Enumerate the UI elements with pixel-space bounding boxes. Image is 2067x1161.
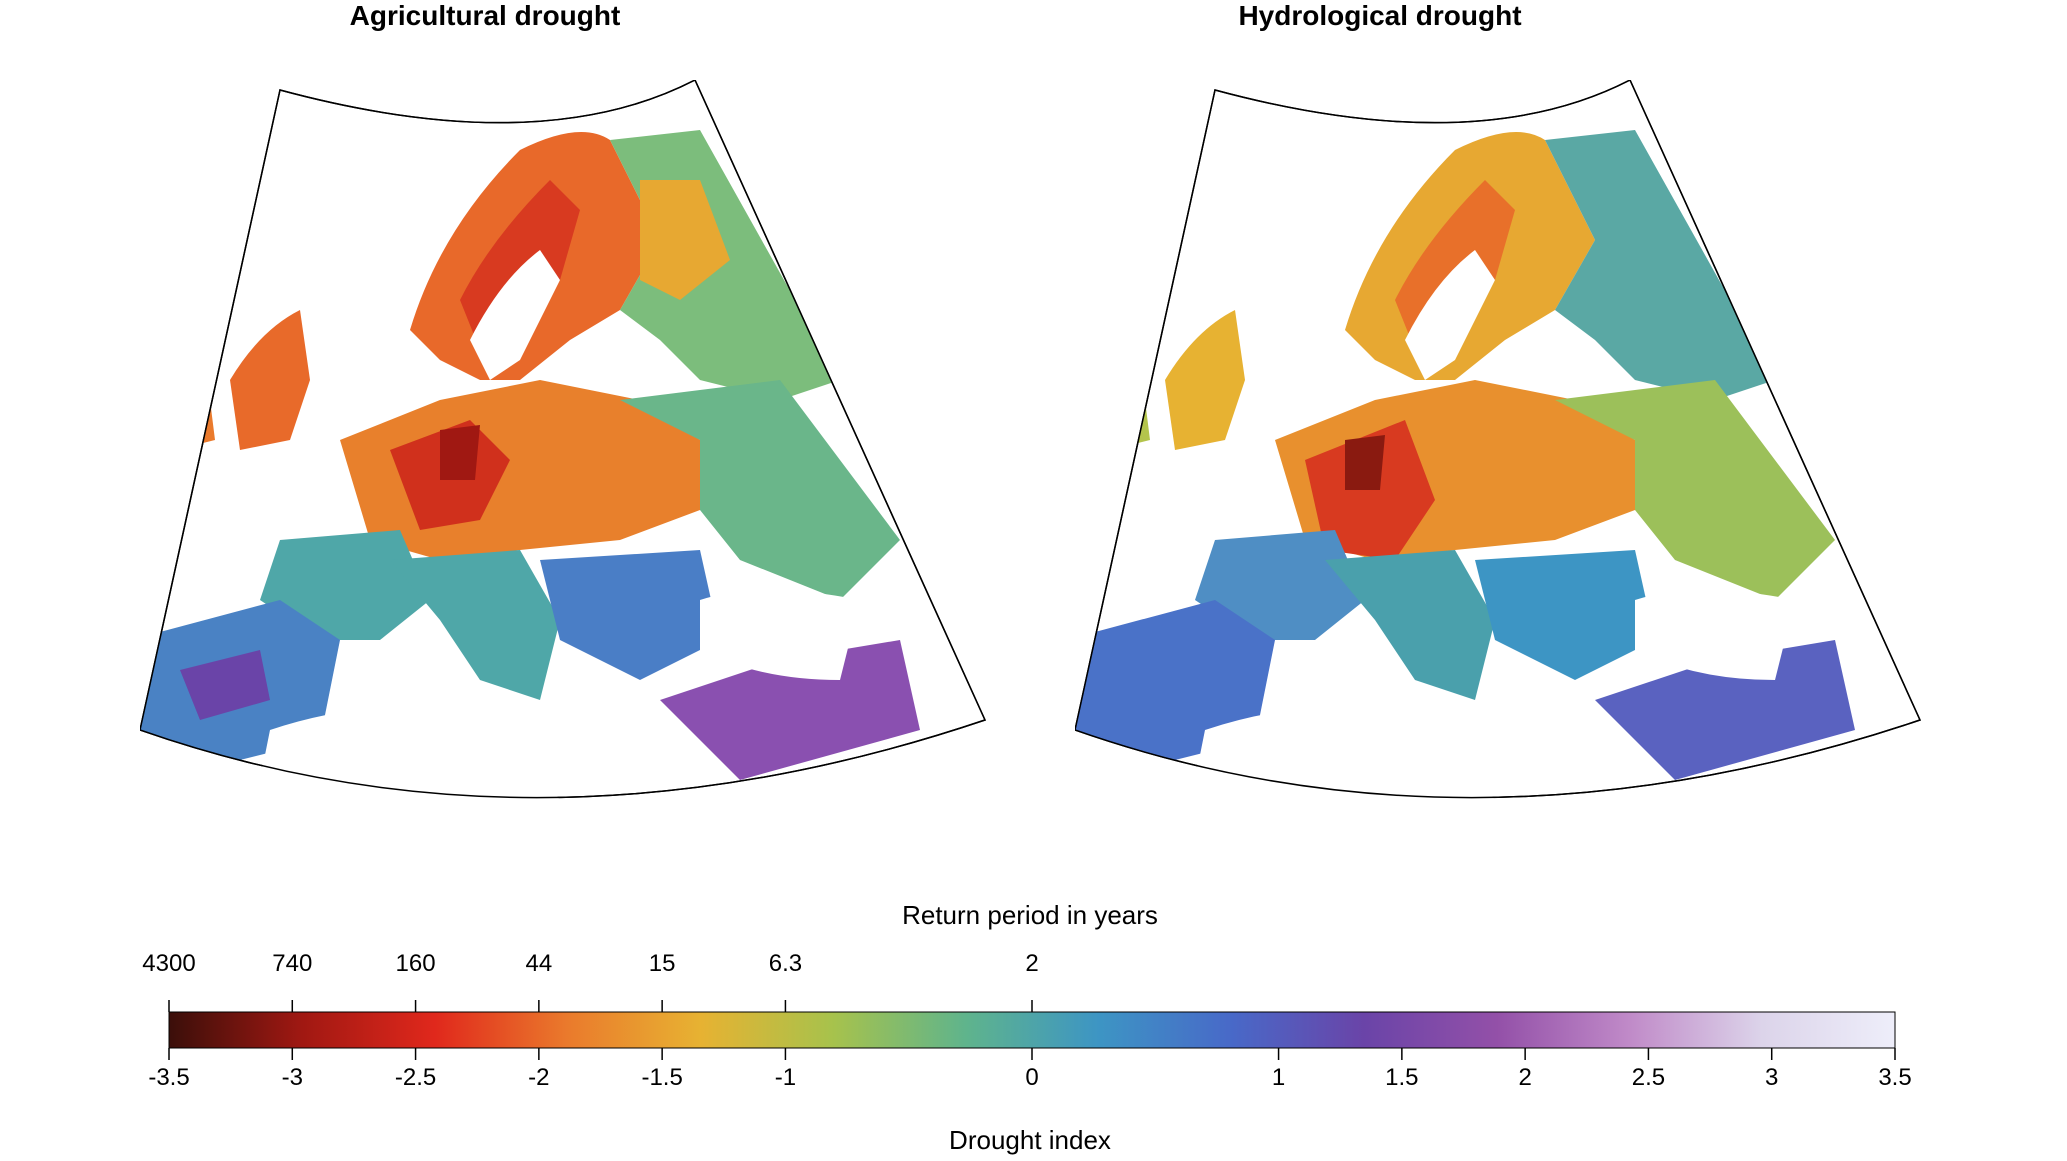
index-tick-label: -3.5	[148, 1064, 190, 1091]
map-title-hydrological: Hydrological drought	[1238, 0, 1522, 31]
baltic-sea	[470, 250, 560, 380]
map-title-agricultural: Agricultural drought	[349, 0, 621, 31]
index-tick-label: 1	[1271, 1064, 1286, 1091]
hydrological-drought-map	[1075, 80, 1922, 800]
index-tick-label: 2.5	[1631, 1064, 1666, 1091]
agricultural-drought-map	[140, 80, 987, 800]
mediterranean-sea	[260, 707, 560, 800]
colorbar-top-title: Return period in years	[902, 900, 1158, 930]
colorbar-gradient	[168, 1011, 1896, 1049]
colorbar-bottom-title: Drought index	[949, 1125, 1111, 1155]
index-tick-label: 0	[1025, 1064, 1039, 1091]
black-sea	[700, 590, 860, 680]
return-period-tick-label: 15	[648, 950, 676, 977]
index-tick-label: -2	[528, 1064, 550, 1091]
index-tick-label: 3	[1765, 1064, 1779, 1091]
index-tick-label: -3	[281, 1064, 303, 1091]
return-period-tick-label: 2	[1025, 950, 1039, 977]
index-tick-label: -1	[774, 1064, 797, 1091]
index-tick-label: 3.5	[1878, 1064, 1912, 1091]
index-tick-label: 2	[1518, 1064, 1532, 1091]
return-period-tick-label: 44	[525, 950, 553, 977]
index-tick-label: 1.5	[1385, 1064, 1419, 1091]
index-tick-label: -1.5	[641, 1064, 683, 1091]
return-period-tick-label: 740	[272, 950, 313, 977]
return-period-tick-label: 6.3	[768, 950, 803, 977]
index-tick-label: -2.5	[394, 1064, 437, 1091]
return-period-tick-label: 4300	[142, 950, 196, 977]
return-period-tick-label: 160	[395, 950, 436, 977]
